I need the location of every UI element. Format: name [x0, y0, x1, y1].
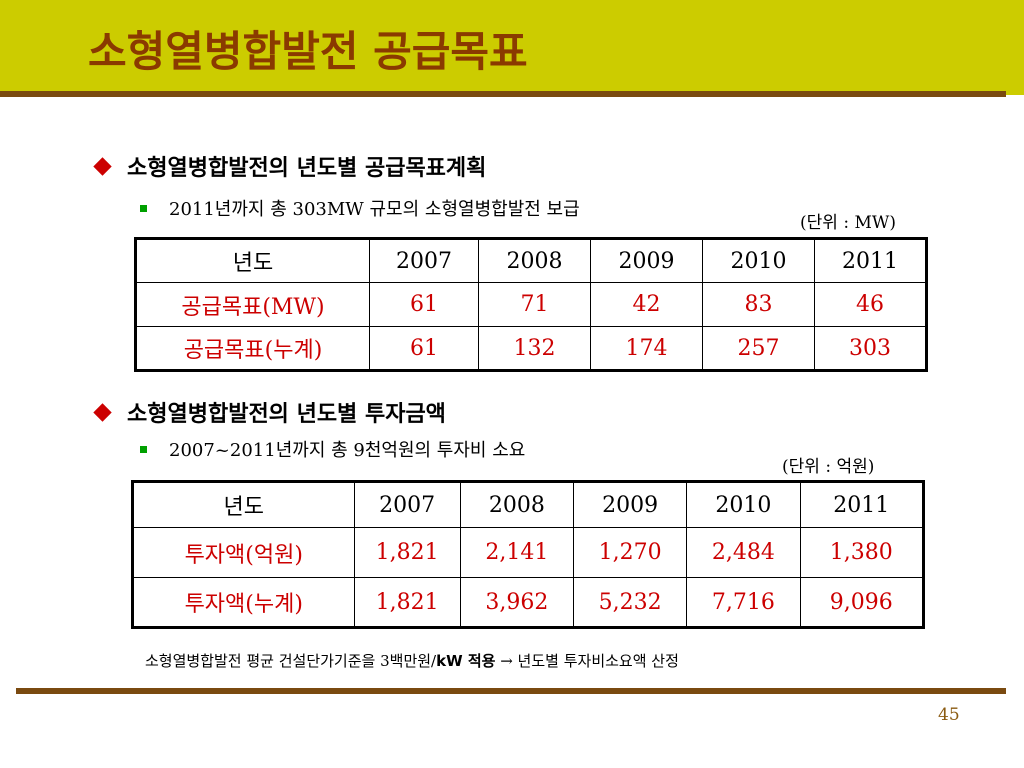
- square-bullet-icon: [140, 204, 147, 212]
- table-cell: 132: [478, 326, 591, 371]
- table-cell: 3,962: [459, 577, 575, 628]
- table-cell: 1,821: [353, 527, 461, 578]
- header-cell: 2007: [353, 481, 461, 528]
- row-label: 투자액(억원): [132, 527, 355, 578]
- table-header-row: 년도 2007 2008 2009 2010 2011: [135, 238, 927, 283]
- table-row: 공급목표(MW) 61 71 42 83 46: [135, 282, 927, 327]
- table-cell: 5,232: [572, 577, 688, 628]
- table-cell: 174: [590, 326, 703, 371]
- table-header-row: 년도 2007 2008 2009 2010 2011: [132, 481, 925, 528]
- title-bar: [0, 0, 1024, 95]
- section2-unit: (단위 : 억원): [782, 457, 875, 477]
- footnote-bold: kW 적용: [436, 652, 496, 670]
- header-cell: 2008: [459, 481, 575, 528]
- section2-bullet: 소형열병합발전의 년도별 투자금액: [92, 396, 446, 428]
- section2-sub-text: 2007~2011년까지 총 9천억원의 투자비 소요: [169, 440, 526, 461]
- table-cell: 1,821: [353, 577, 461, 628]
- slide-title: 소형열병합발전 공급목표: [88, 27, 528, 76]
- header-cell: 년도: [132, 481, 355, 528]
- header-cell: 2011: [814, 238, 927, 283]
- header-cell: 2008: [478, 238, 591, 283]
- header-cell: 2009: [572, 481, 688, 528]
- header-cell: 2010: [686, 481, 801, 528]
- section1-sub-text: 2011년까지 총 303MW 규모의 소형열병합발전 보급: [169, 199, 580, 220]
- table-row: 투자액(억원) 1,821 2,141 1,270 2,484 1,380: [132, 527, 925, 578]
- footnote-suffix: → 년도별 투자비소요액 산정: [495, 652, 679, 670]
- table-cell: 257: [702, 326, 815, 371]
- footer-rule: [16, 688, 1006, 694]
- header-cell: 2009: [590, 238, 703, 283]
- header-cell: 년도: [135, 238, 370, 283]
- row-label: 공급목표(누계): [135, 326, 370, 371]
- square-bullet-icon: [140, 445, 147, 453]
- title-rule: [0, 91, 1006, 97]
- table-cell: 9,096: [799, 577, 925, 628]
- row-label: 투자액(누계): [132, 577, 355, 628]
- header-cell: 2007: [369, 238, 479, 283]
- section1-bullet: 소형열병합발전의 년도별 공급목표계획: [92, 150, 486, 182]
- section1-heading: 소형열병합발전의 년도별 공급목표계획: [127, 156, 487, 181]
- investment-table: 년도 2007 2008 2009 2010 2011 투자액(억원) 1,82…: [131, 480, 925, 629]
- table-cell: 71: [478, 282, 591, 327]
- section1-unit: (단위 : MW): [800, 213, 896, 233]
- table-cell: 303: [814, 326, 927, 371]
- table-cell: 61: [369, 326, 479, 371]
- row-label: 공급목표(MW): [135, 282, 370, 327]
- table-row: 투자액(누계) 1,821 3,962 5,232 7,716 9,096: [132, 577, 925, 628]
- table-cell: 2,484: [686, 527, 801, 578]
- footnote: 소형열병합발전 평균 건설단가기준을 3백만원/kW 적용 → 년도별 투자비소…: [145, 650, 679, 671]
- table-row: 공급목표(누계) 61 132 174 257 303: [135, 326, 927, 371]
- diamond-bullet-icon: [93, 156, 112, 176]
- table-cell: 42: [590, 282, 703, 327]
- table-cell: 83: [702, 282, 815, 327]
- diamond-bullet-icon: [93, 402, 112, 422]
- page-number: 45: [938, 705, 960, 725]
- section2-sub-bullet: 2007~2011년까지 총 9천억원의 투자비 소요: [140, 436, 525, 462]
- table-cell: 2,141: [459, 527, 575, 578]
- header-cell: 2011: [799, 481, 925, 528]
- table-cell: 61: [369, 282, 479, 327]
- header-cell: 2010: [702, 238, 815, 283]
- table-cell: 46: [814, 282, 927, 327]
- footnote-prefix: 소형열병합발전 평균 건설단가기준을 3백만원/: [145, 652, 437, 670]
- table-cell: 1,380: [799, 527, 925, 578]
- table-cell: 1,270: [572, 527, 688, 578]
- section1-sub-bullet: 2011년까지 총 303MW 규모의 소형열병합발전 보급: [140, 195, 580, 221]
- section2-heading: 소형열병합발전의 년도별 투자금액: [127, 402, 446, 427]
- table-cell: 7,716: [686, 577, 801, 628]
- supply-target-table: 년도 2007 2008 2009 2010 2011 공급목표(MW) 61 …: [134, 237, 928, 372]
